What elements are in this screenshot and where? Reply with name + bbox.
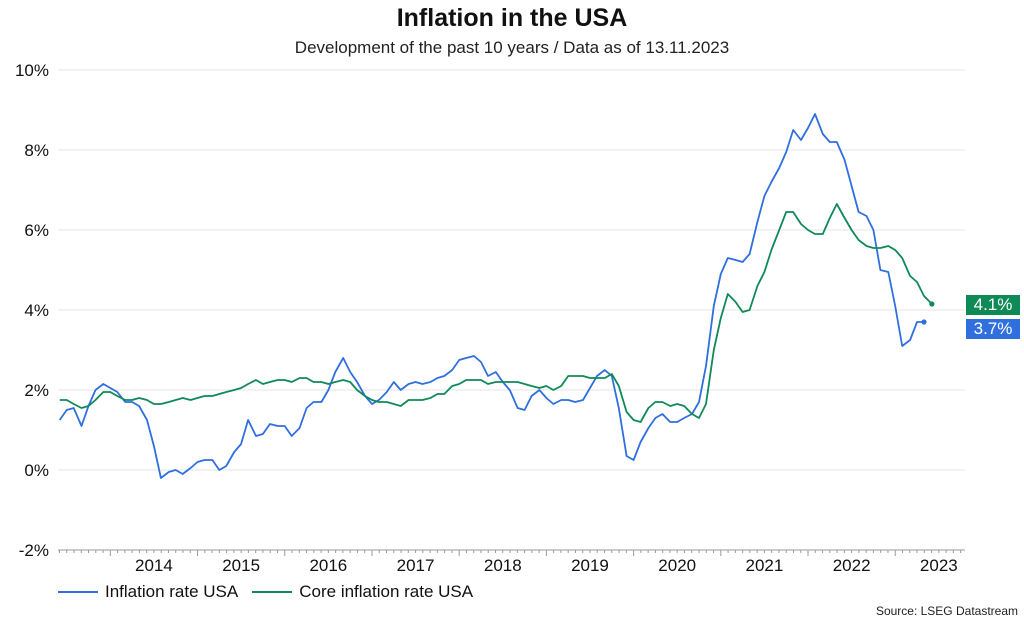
legend-label-inflation: Inflation rate USA — [105, 582, 239, 601]
x-tick-label: 2020 — [658, 556, 696, 575]
chart-title: Inflation in the USA — [396, 4, 628, 32]
x-tick-label: 2023 — [920, 556, 958, 575]
series-lines — [58, 113, 935, 479]
y-tick-label: 6% — [24, 221, 49, 240]
core-inflation-rate-line — [59, 203, 933, 423]
y-tick-label: 4% — [24, 301, 49, 320]
y-tick-label: -2% — [19, 541, 49, 560]
legend-label-core-inflation: Core inflation rate USA — [299, 582, 474, 601]
chart-legend: Inflation rate USA Core inflation rate U… — [58, 582, 487, 602]
x-axis: 2014 2015 2016 2017 2018 2019 2020 2021 2022 2023 — [58, 549, 965, 575]
x-tick-label: 2019 — [571, 556, 609, 575]
x-tick-label: 2014 — [135, 556, 173, 575]
legend-swatch-inflation — [58, 591, 98, 593]
legend-item-inflation: Inflation rate USA — [58, 582, 238, 602]
legend-item-core-inflation: Core inflation rate USA — [252, 582, 473, 602]
y-axis-ticks: -2% 0% 2% 4% 6% 8% 10% — [15, 61, 49, 560]
x-tick-label: 2022 — [833, 556, 871, 575]
y-tick-label: 2% — [24, 381, 49, 400]
legend-swatch-core-inflation — [252, 591, 293, 593]
y-tick-label: 10% — [15, 61, 49, 80]
inflation-end-label: 3.7% — [966, 319, 1020, 339]
core-inflation-end-point — [929, 301, 935, 307]
x-tick-label: 2017 — [397, 556, 435, 575]
core-inflation-end-label: 4.1% — [966, 295, 1020, 315]
source-note: Source: LSEG Datastream — [875, 604, 1018, 618]
inflation-rate-line — [58, 113, 924, 479]
y-tick-label: 0% — [24, 461, 49, 480]
chart-subtitle: Development of the past 10 years / Data … — [294, 38, 730, 57]
y-tick-label: 8% — [24, 141, 49, 160]
x-tick-label: 2015 — [222, 556, 260, 575]
grid-lines — [58, 69, 965, 471]
x-tick-label: 2018 — [484, 556, 522, 575]
x-tick-label: 2021 — [745, 556, 783, 575]
inflation-end-point — [921, 319, 927, 325]
x-tick-label: 2016 — [309, 556, 347, 575]
